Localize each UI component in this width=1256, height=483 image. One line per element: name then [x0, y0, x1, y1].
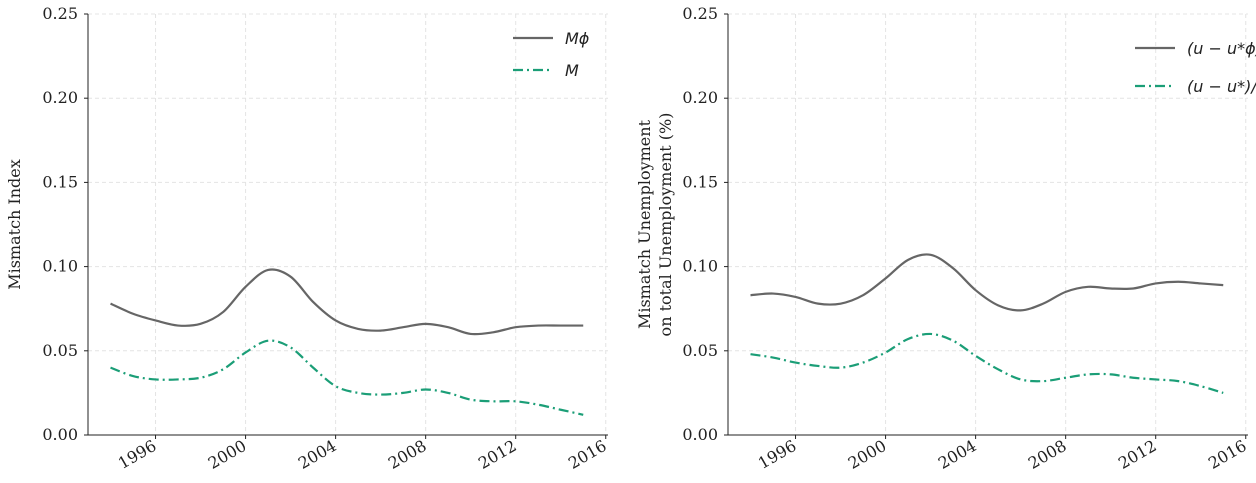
x-tick-label: 2000	[845, 436, 890, 473]
y-axis-label: on total Unemployment (%)	[656, 113, 675, 337]
y-axis-label: Mismatch Index	[5, 159, 24, 290]
y-tick-label: 0.10	[42, 257, 78, 276]
series-line	[750, 253, 1224, 312]
y-tick-label: 0.15	[682, 172, 718, 191]
x-tick-label: 2004	[935, 436, 980, 473]
y-tick-label: 0.10	[682, 257, 718, 276]
y-tick-label: 0.25	[42, 4, 78, 23]
series-line	[750, 332, 1224, 394]
y-tick-label: 0.05	[42, 341, 78, 360]
x-tick-label: 1996	[755, 436, 800, 473]
y-tick-label: 0.00	[682, 425, 718, 444]
y-tick-label: 0.25	[682, 4, 718, 23]
x-tick-label: 2004	[295, 436, 340, 473]
x-tick-label: 1996	[115, 436, 160, 473]
x-tick-label: 2000	[205, 436, 250, 473]
y-axis-label: Mismatch Unemployment	[635, 119, 654, 329]
legend-label: M	[565, 61, 579, 80]
series-line	[110, 268, 584, 336]
y-tick-label: 0.20	[42, 88, 78, 107]
x-tick-label: 2016	[565, 436, 610, 473]
legend-label: (u − u*ϕ)/u	[1187, 39, 1256, 58]
x-tick-label: 2012	[1115, 436, 1160, 473]
series-line	[110, 339, 584, 416]
x-tick-label: 2016	[1205, 436, 1250, 473]
legend-label: (u − u*)/u	[1187, 77, 1256, 96]
y-tick-label: 0.00	[42, 425, 78, 444]
y-tick-label: 0.20	[682, 88, 718, 107]
y-tick-label: 0.15	[42, 172, 78, 191]
x-tick-label: 2008	[1025, 436, 1070, 473]
legend-label: Mϕ	[565, 29, 590, 48]
y-tick-label: 0.05	[682, 341, 718, 360]
x-tick-label: 2008	[385, 436, 430, 473]
x-tick-label: 2012	[475, 436, 520, 473]
